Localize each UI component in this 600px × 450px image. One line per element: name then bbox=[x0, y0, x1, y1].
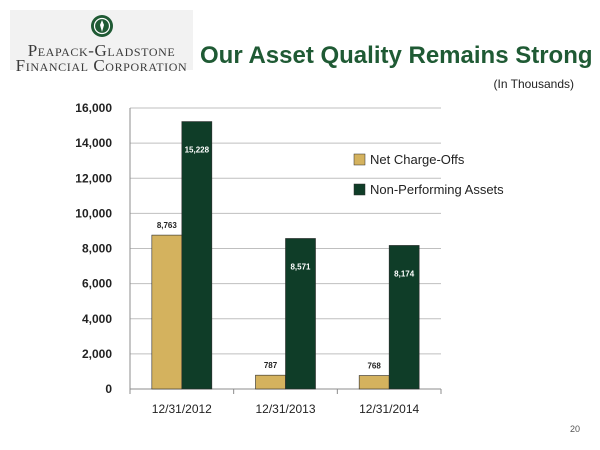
logo-line-1: Peapack-Gladstone bbox=[27, 41, 176, 60]
y-tick-label: 12,000 bbox=[75, 171, 112, 185]
bar-net-charge-offs bbox=[358, 375, 390, 390]
data-label: 8,174 bbox=[394, 269, 415, 278]
data-label: 8,571 bbox=[290, 262, 311, 271]
logo-line-2: Financial Corporation bbox=[15, 56, 188, 75]
y-tick-label: 8,000 bbox=[82, 242, 112, 256]
bar-net-charge-offs bbox=[151, 234, 183, 390]
data-label: 768 bbox=[367, 362, 381, 371]
legend-label-non-performing-assets: Non-Performing Assets bbox=[370, 182, 504, 197]
company-logo: Peapack-Gladstone Financial Corporation bbox=[10, 10, 193, 74]
data-label: 787 bbox=[264, 361, 278, 370]
bar-non-performing-assets bbox=[388, 245, 420, 390]
legend-swatch-net-charge-offs bbox=[353, 153, 366, 166]
data-label: 15,228 bbox=[185, 146, 210, 155]
bar-net-charge-offs bbox=[255, 374, 286, 390]
page-number: 20 bbox=[569, 424, 580, 434]
x-tick-label: 12/31/2013 bbox=[255, 402, 315, 416]
y-tick-label: 6,000 bbox=[82, 277, 112, 291]
bar-non-performing-assets bbox=[285, 238, 316, 390]
y-tick-label: 10,000 bbox=[75, 206, 112, 220]
seal-icon bbox=[91, 15, 113, 37]
y-tick-label: 4,000 bbox=[82, 312, 112, 326]
slide-title: Our Asset Quality Remains Strong bbox=[200, 42, 593, 69]
slide-subtitle: (In Thousands) bbox=[493, 77, 575, 91]
y-tick-label: 2,000 bbox=[82, 347, 112, 361]
x-tick-label: 12/31/2014 bbox=[359, 402, 419, 416]
legend-label-net-charge-offs: Net Charge-Offs bbox=[370, 152, 465, 167]
data-label: 8,763 bbox=[157, 221, 178, 230]
x-tick-label: 12/31/2012 bbox=[152, 402, 212, 416]
y-tick-label: 16,000 bbox=[75, 101, 112, 115]
y-tick-label: 14,000 bbox=[75, 136, 112, 150]
legend-swatch-non-performing-assets bbox=[353, 183, 366, 196]
bar-non-performing-assets bbox=[181, 121, 213, 390]
y-tick-label: 0 bbox=[105, 382, 112, 396]
